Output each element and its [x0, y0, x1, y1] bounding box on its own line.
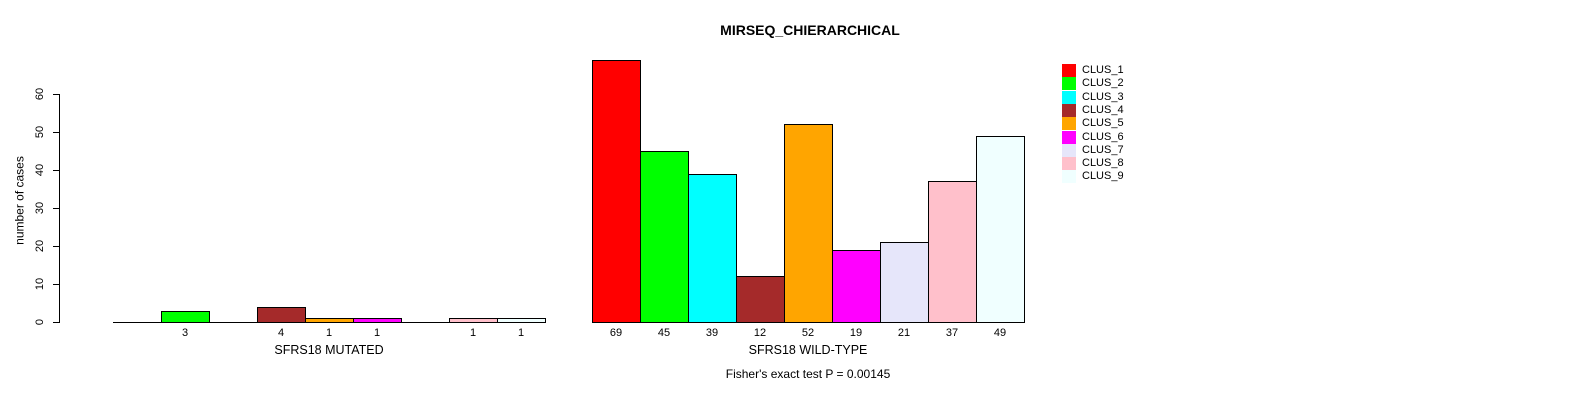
legend-label: CLUS_8: [1082, 157, 1124, 170]
legend-swatch: [1062, 64, 1076, 77]
group-label: SFRS18 WILD-TYPE: [748, 343, 868, 357]
y-tick-label: 40: [34, 163, 46, 177]
legend-label: CLUS_4: [1082, 103, 1124, 116]
legend-label: CLUS_3: [1082, 90, 1124, 103]
bar: [449, 318, 498, 323]
y-tick: [53, 322, 59, 323]
bar-value-label: 1: [469, 327, 477, 339]
y-tick-label: 10: [34, 277, 46, 291]
bar-value-label: 12: [753, 327, 767, 339]
bar-value-label: 52: [801, 327, 815, 339]
bar: [976, 136, 1025, 323]
bar: [161, 311, 210, 323]
bar-value-label: 39: [705, 327, 719, 339]
legend-swatch: [1062, 117, 1076, 131]
legend-swatch: [1062, 130, 1076, 144]
legend-swatch: [1062, 77, 1076, 91]
y-axis-line: [59, 94, 60, 323]
bar: [880, 242, 929, 323]
bar-value-label: 3: [181, 327, 189, 339]
bar-value-label: 45: [657, 327, 671, 339]
y-axis-label: number of cases: [12, 156, 27, 245]
legend-label: CLUS_5: [1082, 117, 1124, 130]
bar: [353, 318, 402, 323]
y-tick: [53, 132, 59, 133]
bar-value-label: 1: [373, 327, 381, 339]
legend-label: CLUS_6: [1082, 130, 1124, 143]
legend-swatch: [1062, 170, 1076, 184]
legend-label: CLUS_7: [1082, 143, 1124, 156]
y-tick: [53, 170, 59, 171]
bar: [257, 307, 306, 323]
y-tick-label: 0: [34, 318, 46, 326]
y-tick: [53, 246, 59, 247]
y-tick-label: 20: [34, 239, 46, 253]
legend-swatch: [1062, 157, 1076, 171]
legend-swatch: [1062, 143, 1076, 157]
bar-value-label: 21: [897, 327, 911, 339]
bar: [784, 124, 833, 323]
bar: [640, 151, 689, 323]
bar: [736, 276, 785, 323]
bar: [928, 181, 977, 323]
bar-value-label: 1: [517, 327, 525, 339]
y-tick: [53, 94, 59, 95]
bar: [305, 318, 354, 323]
y-tick: [53, 208, 59, 209]
bar: [832, 250, 881, 323]
y-tick: [53, 284, 59, 285]
legend-label: CLUS_2: [1082, 77, 1124, 90]
bar-value-label: 69: [609, 327, 623, 339]
bar-value-label: 37: [945, 327, 959, 339]
legend-label: CLUS_9: [1082, 170, 1124, 183]
legend-label: CLUS_1: [1082, 64, 1124, 76]
legend-swatch: [1062, 90, 1076, 104]
chart-title: MIRSEQ_CHIERARCHICAL: [720, 22, 900, 38]
bar: [688, 174, 737, 323]
bar-value-label: 4: [277, 327, 285, 339]
bar-value-label: 49: [993, 327, 1007, 339]
bar-value-label: 1: [325, 327, 333, 339]
y-tick-label: 30: [34, 201, 46, 215]
bar-value-label: 19: [849, 327, 863, 339]
fisher-test-note: Fisher's exact test P = 0.00145: [725, 367, 891, 381]
y-tick-label: 50: [34, 125, 46, 139]
bar: [592, 60, 641, 323]
group-label: SFRS18 MUTATED: [274, 343, 384, 357]
legend-swatch: [1062, 103, 1076, 117]
bar: [497, 318, 546, 323]
y-tick-label: 60: [34, 87, 46, 101]
